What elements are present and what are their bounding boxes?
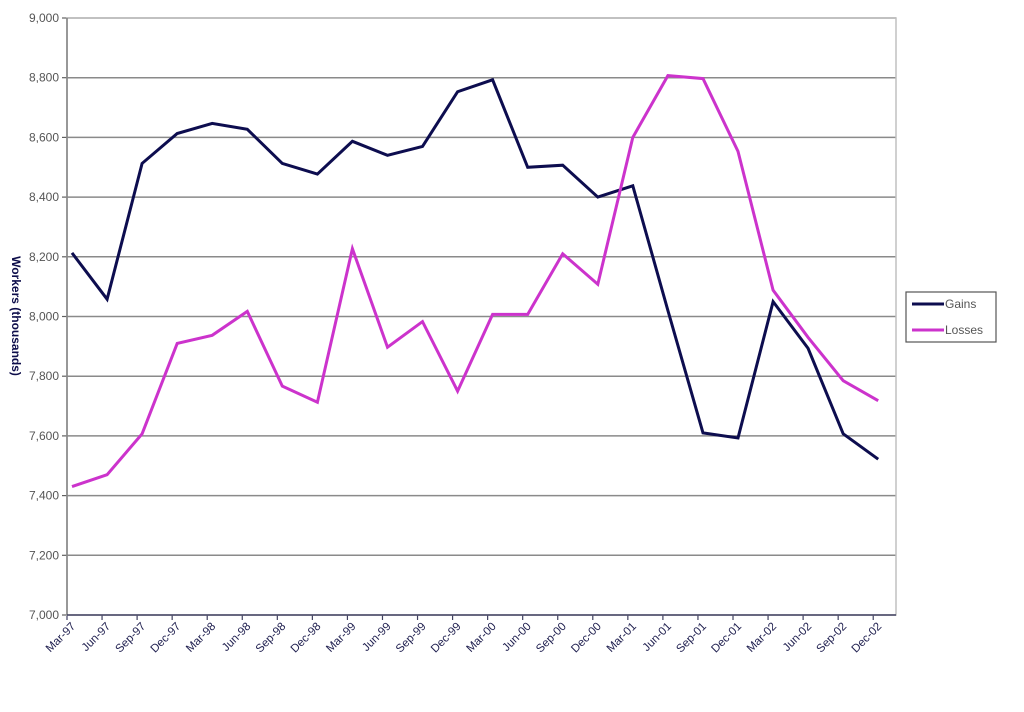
- x-tick-label: Mar-00: [465, 621, 499, 655]
- legend-label-gains: Gains: [945, 297, 976, 311]
- x-tick-label: Mar-99: [324, 621, 358, 655]
- x-tick-label: Jun-99: [360, 621, 393, 654]
- y-tick-label: 8,200: [29, 250, 59, 264]
- x-tick-label: Sep-97: [114, 621, 149, 656]
- x-tick-label: Dec-99: [429, 621, 464, 656]
- x-tick-label: Mar-98: [184, 621, 218, 655]
- x-tick-label: Dec-98: [289, 621, 324, 656]
- y-axis-ticks: 7,000 7,200 7,400 7,600 7,800 8,000 8,200 8,400…: [29, 11, 67, 622]
- x-tick-label: Mar-01: [605, 621, 639, 655]
- y-tick-label: 8,000: [29, 310, 59, 324]
- y-axis-label: Workers (thousands): [9, 256, 23, 376]
- x-tick-label: Sep-01: [674, 621, 709, 656]
- y-tick-label: 7,600: [29, 429, 59, 443]
- x-axis-ticks: Mar-97 Jun-97 Sep-97 Dec-97 Mar-98 Jun-98 Sep-…: [44, 615, 884, 655]
- x-tick-label: Sep-02: [815, 621, 850, 656]
- y-tick-label: 8,800: [29, 71, 59, 85]
- x-tick-label: Sep-00: [534, 621, 569, 656]
- y-tick-label: 8,400: [29, 190, 59, 204]
- x-tick-label: Sep-99: [394, 621, 429, 656]
- x-tick-label: Sep-98: [254, 621, 289, 656]
- x-tick-label: Dec-02: [850, 621, 885, 656]
- x-tick-label: Mar-02: [745, 621, 779, 655]
- y-tick-label: 7,800: [29, 369, 59, 383]
- x-tick-label: Dec-97: [149, 621, 184, 656]
- y-tick-label: 9,000: [29, 11, 59, 25]
- y-tick-label: 7,000: [29, 608, 59, 622]
- x-tick-label: Jun-00: [500, 621, 533, 654]
- x-tick-label: Jun-01: [641, 621, 674, 654]
- x-tick-label: Jun-02: [781, 621, 814, 654]
- x-tick-label: Dec-01: [709, 621, 744, 656]
- x-tick-label: Jun-97: [80, 621, 113, 654]
- y-tick-label: 7,200: [29, 548, 59, 562]
- legend-box: [905, 291, 997, 343]
- legend: Gains Losses: [905, 291, 997, 343]
- y-tick-label: 7,400: [29, 489, 59, 503]
- x-tick-label: Dec-00: [569, 621, 604, 656]
- x-tick-label: Jun-98: [220, 621, 253, 654]
- y-tick-label: 8,600: [29, 130, 59, 144]
- x-tick-label: Mar-97: [44, 621, 78, 655]
- legend-label-losses: Losses: [945, 323, 983, 337]
- data-series: [70, 74, 880, 489]
- series-line-losses: [71, 74, 879, 489]
- series-line-gains: [70, 77, 880, 461]
